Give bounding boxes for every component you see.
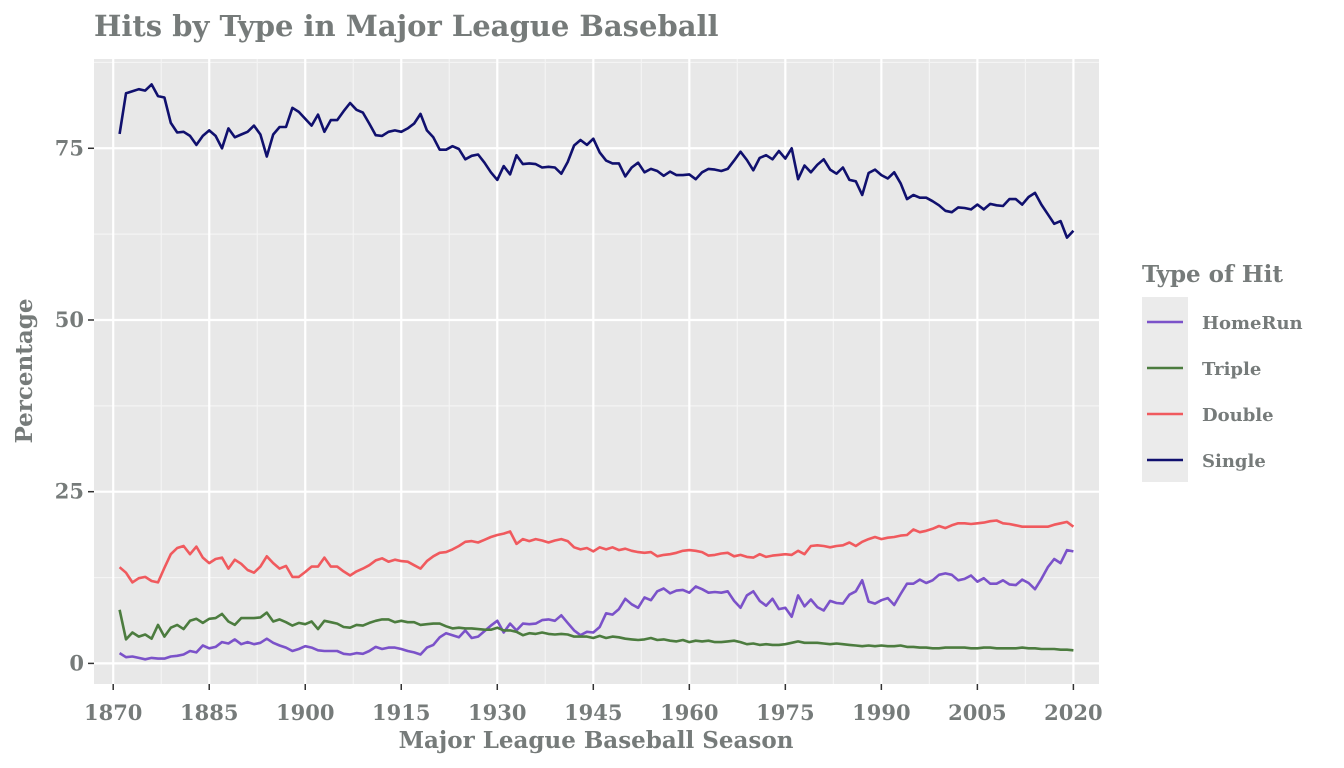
y-tick-label: 75 [55,135,84,160]
x-tick-label: 1900 [276,700,334,725]
x-tick-label: 1870 [84,700,142,725]
x-tick-label: 1975 [756,700,814,725]
legend-title: Type of Hit [1142,261,1283,288]
legend-key-background [1142,297,1188,482]
x-axis: 1870 1885 1900 1915 1930 1945 1960 1975 1990 2005… [84,684,1103,725]
y-tick-label: 50 [55,307,84,332]
x-tick-label: 2005 [948,700,1006,725]
x-tick-label: 1885 [180,700,238,725]
series-line-double [118,519,1075,584]
legend-label-triple: Triple [1202,359,1261,380]
chart-title: Hits by Type in Major League Baseball [94,9,719,43]
y-tick-label: 0 [69,650,84,675]
series-lines [118,83,1075,661]
legend-label-double: Double [1202,405,1274,426]
y-axis-title: Percentage [11,298,38,443]
x-axis-title: Major League Baseball Season [399,727,794,754]
y-tick-label: 25 [55,479,84,504]
series-line-homerun [118,548,1074,661]
x-tick-label: 1930 [468,700,526,725]
x-tick-label: 1915 [372,700,430,725]
major-gridlines [94,59,1099,684]
series-line-single [118,83,1075,239]
minor-gridlines [94,59,1099,684]
x-tick-label: 1945 [564,700,622,725]
plot-panel [94,59,1099,684]
series-line-triple [118,609,1074,652]
x-tick-label: 2020 [1044,700,1102,725]
legend-items: HomeRun Triple Double Single [1147,313,1303,472]
x-tick-label: 1960 [660,700,718,725]
legend: Type of Hit HomeRun Triple Double Single [1142,261,1303,482]
legend-label-single: Single [1202,451,1266,472]
legend-label-homerun: HomeRun [1202,313,1303,334]
y-axis: 0 25 50 75 [55,135,94,675]
x-tick-label: 1990 [852,700,910,725]
